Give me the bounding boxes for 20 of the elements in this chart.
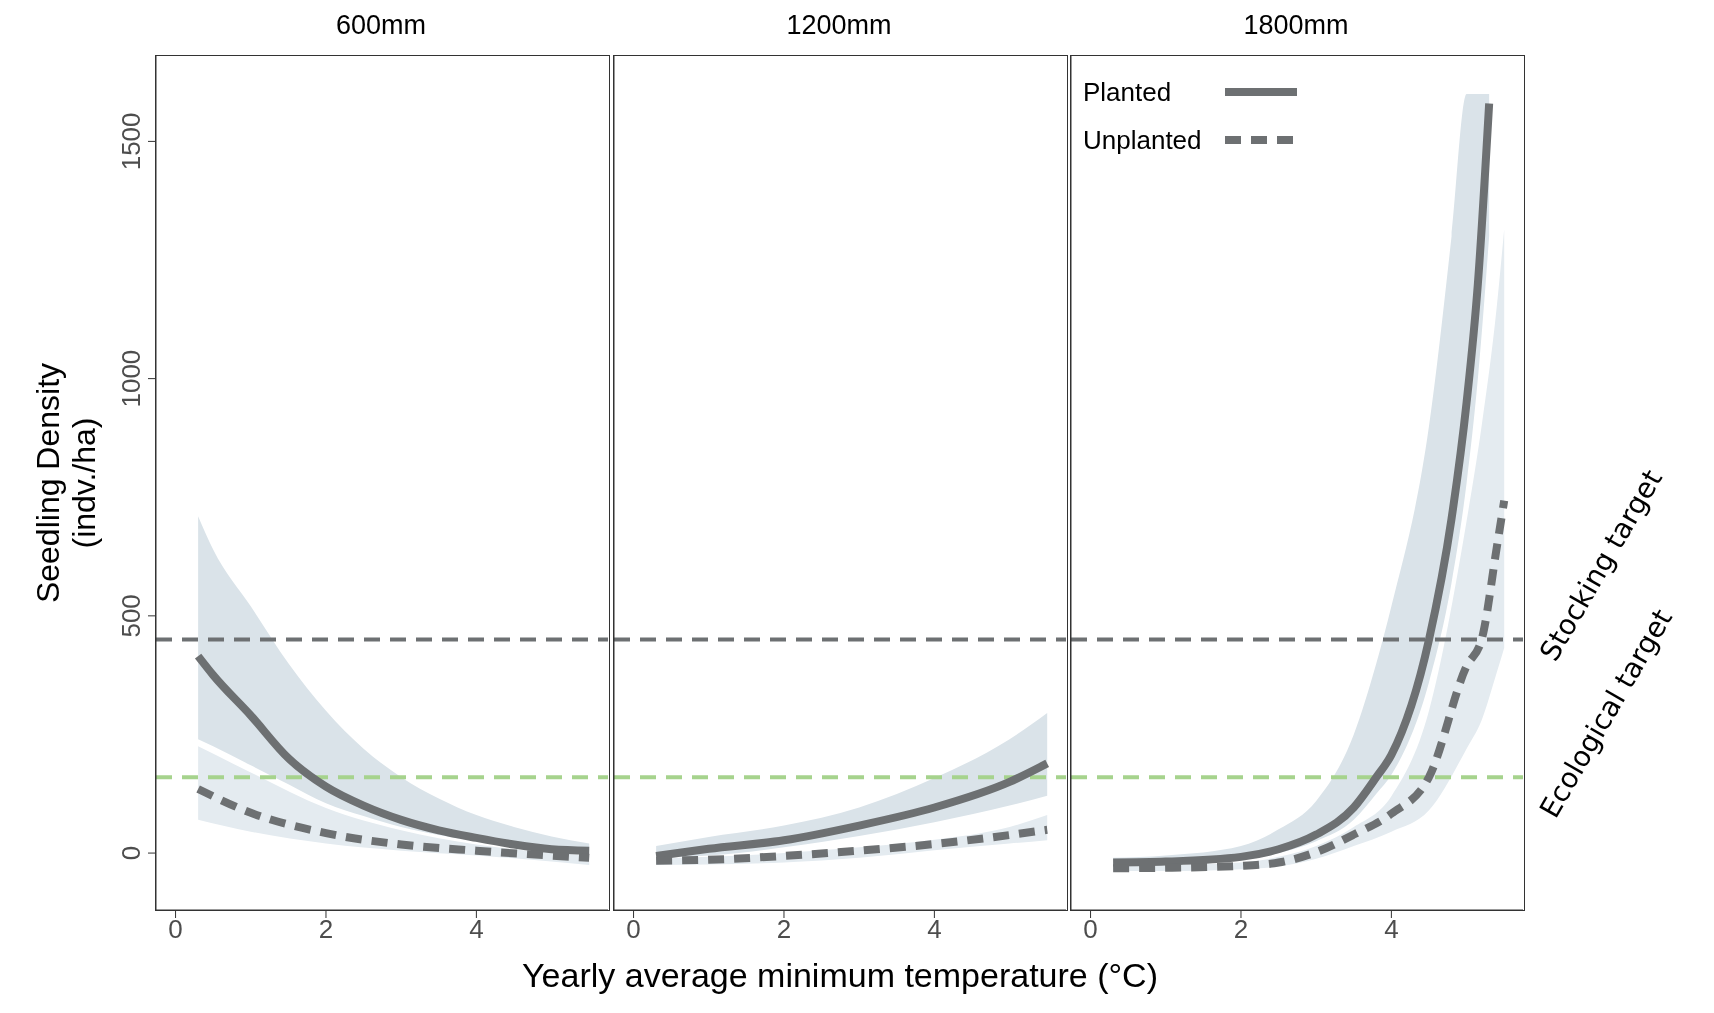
legend-label: Planted [1083, 76, 1173, 108]
chart-title: 600mm [335, 10, 427, 41]
x-axis-title: Yearly average minimum temperature (°C) [522, 956, 1158, 995]
x-tick-label: 4 [469, 914, 484, 945]
x-tick-label: 2 [776, 914, 792, 945]
chart-title: 1800mm [1242, 10, 1350, 41]
x-tick-label: 4 [1384, 914, 1399, 945]
chart-title: 1200mm [785, 10, 893, 41]
x-tick-label: 4 [927, 914, 942, 945]
y-tick-label: 0 [116, 845, 146, 861]
x-tick-label: 0 [168, 914, 183, 945]
legend-label: Unplanted [1083, 124, 1203, 156]
y-tick-label: 500 [116, 594, 146, 638]
x-tick-label: 0 [1083, 914, 1098, 945]
x-tick-label: 2 [318, 914, 334, 945]
y-tick-label: 1000 [116, 349, 146, 408]
y-tick-label: 1500 [116, 112, 146, 171]
x-tick-label: 2 [1233, 914, 1249, 945]
x-tick-label: 0 [626, 914, 641, 945]
y-axis-title: Seedling Density (indv./ha) [30, 362, 102, 604]
